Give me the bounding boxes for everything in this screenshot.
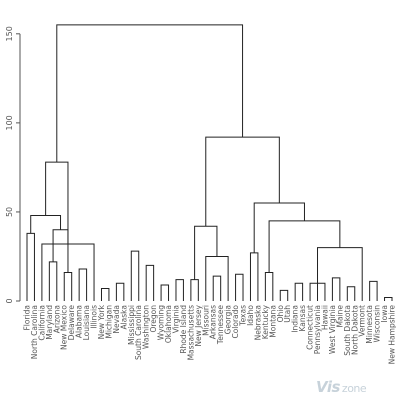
leaf-label: Colorado	[231, 305, 240, 339]
leaf-label: Alaska	[119, 305, 128, 330]
watermark: Vis zone	[316, 378, 367, 396]
dendrogram-branch	[145, 264, 155, 301]
dendrogram-branch	[45, 161, 69, 244]
dendrogram-branch	[317, 247, 363, 301]
y-axis: 0 50 100 150	[5, 26, 21, 304]
dendrogram-branch	[205, 136, 280, 227]
dendrogram-branch	[235, 273, 244, 301]
y-tick-label: 0	[5, 298, 14, 303]
leaf-label: Arizona	[52, 305, 61, 333]
dendrogram-branch	[48, 261, 58, 301]
leaf-label: Mississippi	[127, 305, 136, 345]
dendrogram-branch	[175, 279, 184, 301]
leaf-label: Nebraska	[253, 305, 262, 340]
dendrogram-branch	[294, 282, 304, 301]
dendrogram-branch	[190, 279, 199, 301]
y-tick-label: 100	[5, 115, 14, 130]
leaf-label: Ohio	[276, 305, 285, 323]
leaf-label: New Mexico	[60, 305, 69, 350]
dendrogram-branch	[384, 296, 393, 301]
y-tick-label: 50	[5, 207, 14, 217]
watermark-main: Vis	[316, 378, 340, 396]
leaf-label: New York	[97, 304, 106, 339]
dendrogram-branch	[205, 255, 229, 301]
leaf-label: Minnesota	[365, 305, 374, 344]
leaf-label: Vermont	[358, 305, 367, 337]
leaf-label: Michigan	[104, 305, 113, 339]
dendrogram-branch	[331, 277, 341, 301]
leaf-label: Iowa	[380, 305, 389, 323]
leaf-label: Pennsylvania	[313, 305, 322, 354]
leaf-label: Wyoming	[157, 305, 166, 340]
dendrogram-branch	[212, 275, 222, 301]
leaf-label: Arkansas	[209, 305, 218, 339]
leaf-label: Montana	[268, 305, 277, 338]
leaf-label: South Dakota	[343, 305, 352, 356]
dendrogram-branch	[264, 272, 274, 301]
leaf-label: Indiana	[291, 305, 300, 333]
dendrogram-branch	[369, 280, 378, 301]
dendrogram-branch	[194, 225, 218, 280]
leaf-label: Georgia	[224, 305, 233, 334]
leaf-label: Nevada	[112, 305, 121, 334]
leaf-label: Virginia	[171, 305, 180, 333]
leaf-label: Wisconsin	[373, 305, 382, 343]
leaf-label: Tennessee	[216, 305, 225, 345]
leaf-label: Massachusetts	[186, 305, 195, 361]
dendrogram-branch	[26, 232, 35, 301]
leaf-label: Connecticut	[306, 305, 315, 350]
dendrogram-branch	[78, 268, 88, 301]
leaf-label: Kentucky	[261, 304, 270, 339]
watermark-sub: zone	[341, 382, 367, 395]
dendrogram-branch	[52, 229, 69, 273]
leaf-label: Illinois	[90, 305, 99, 329]
dendrogram-branch	[268, 220, 341, 273]
leaf-label: Kansas	[298, 305, 307, 332]
leaf-label: Florida	[23, 305, 32, 331]
leaf-label: Oregon	[149, 305, 158, 333]
dendrogram-branch	[56, 24, 244, 163]
leaf-label: Missouri	[201, 305, 210, 336]
dendrogram-branch	[249, 252, 259, 301]
leaf-label: South Carolina	[134, 305, 143, 360]
leaf-label: Idaho	[246, 305, 255, 326]
leaf-label: Delaware	[67, 305, 76, 341]
leaf-label: Oklahoma	[164, 305, 173, 343]
dendrogram-branch	[253, 202, 305, 253]
leaf-label: Utah	[283, 305, 292, 323]
leaf-label: Washington	[142, 305, 151, 349]
leaf-label: California	[37, 305, 46, 341]
leaf-label: New Jersey	[194, 304, 203, 346]
y-tick-label: 150	[5, 26, 14, 41]
leaf-label: North Dakota	[350, 305, 359, 355]
dendrogram-branch	[30, 215, 62, 234]
leaf-label: Rhode Island	[179, 305, 188, 354]
dendrogram-branch	[160, 284, 170, 301]
leaf-label: Louisiana	[82, 305, 91, 340]
dendrogram-branch	[130, 250, 140, 301]
leaf-label: Maine	[335, 305, 344, 328]
leaf-label: West Virginia	[328, 305, 337, 354]
dendrogram-branch	[279, 289, 289, 301]
dendrogram-branch	[63, 272, 73, 301]
leaf-label: Maryland	[45, 305, 54, 340]
leaf-label: Alabama	[75, 305, 84, 338]
dendrogram-branch	[100, 288, 110, 301]
dendrogram-branch	[115, 282, 125, 301]
leaf-label: North Carolina	[30, 305, 39, 359]
leaf-label: Texas	[239, 305, 248, 327]
leaf-label: Hawaii	[320, 305, 329, 330]
dendrogram-branches	[26, 24, 393, 301]
leaf-label: New Hampshire	[388, 305, 397, 365]
dendrogram-branch	[346, 286, 356, 301]
